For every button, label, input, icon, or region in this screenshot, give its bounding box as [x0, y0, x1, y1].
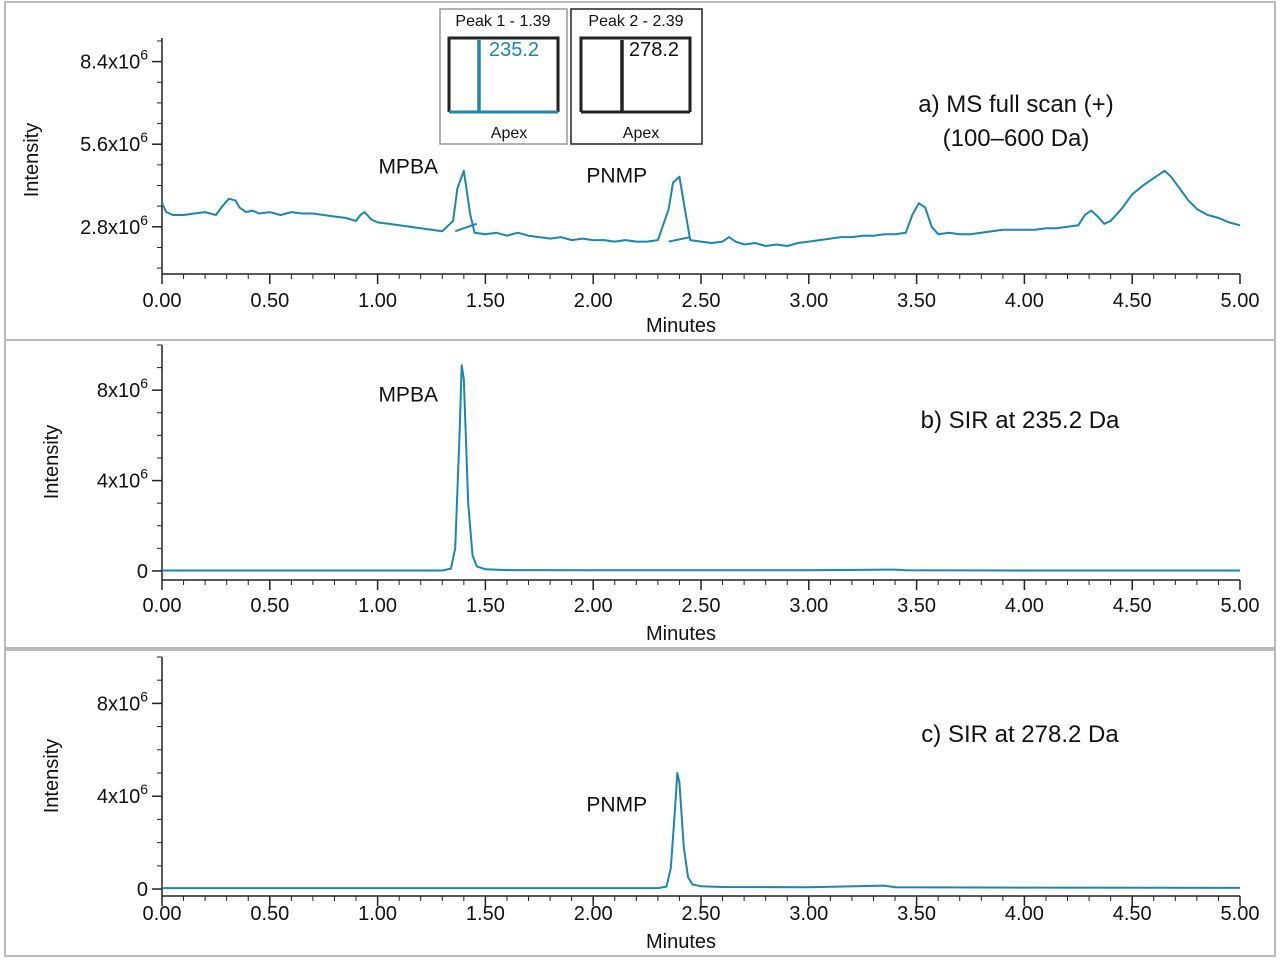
y-tick-mantissa: 8.4x10	[80, 52, 140, 74]
peak-annotation: MPBA	[378, 156, 438, 179]
x-tick-label: 3.50	[897, 595, 936, 617]
y-tick-mantissa: 0	[137, 879, 148, 901]
x-tick-label: 0.50	[250, 903, 289, 925]
panel-subtitle: (100–600 Da)	[943, 125, 1090, 152]
y-tick-label: 2.8x106	[80, 212, 148, 239]
x-tick-label: 4.50	[1113, 903, 1152, 925]
y-tick-mantissa: 8x10	[97, 380, 140, 402]
x-tick-label: 2.50	[682, 290, 721, 312]
y-tick-exponent: 6	[140, 129, 148, 145]
x-tick-label: 1.00	[358, 903, 397, 925]
y-tick-mantissa: 4x10	[97, 471, 140, 493]
x-tick-label: 4.00	[1005, 290, 1044, 312]
inset-peak1: Peak 1 - 1.39 235.2 Apex	[439, 8, 568, 145]
panel-title: c) SIR at 278.2 Da	[921, 721, 1119, 748]
inset-peak2-title: Peak 2 - 2.39	[588, 13, 683, 30]
y-tick-mantissa: 0	[137, 561, 148, 583]
y-tick-exponent: 6	[140, 688, 148, 704]
inset-peak2-box	[579, 36, 692, 112]
y-tick-label: 5.6x106	[80, 129, 148, 156]
y-tick-exponent: 6	[140, 466, 148, 482]
inset-peak1-frame	[439, 8, 568, 145]
peak-annotation: PNMP	[586, 793, 647, 816]
mass-spectrum-inset: Peak 1 - 1.39 235.2 Apex Peak 2 - 2.39 2…	[439, 8, 703, 145]
x-tick-label: 0.00	[143, 903, 182, 925]
panel-title: a) MS full scan (+)	[918, 91, 1113, 118]
x-tick-label: 2.50	[682, 595, 721, 617]
x-tick-label: 1.50	[466, 595, 505, 617]
y-tick-label: 8x106	[97, 375, 148, 402]
y-tick-label: 0	[137, 561, 148, 583]
x-tick-label: 4.00	[1005, 595, 1044, 617]
panel-b-frame	[4, 339, 1276, 649]
x-tick-label: 2.00	[574, 903, 613, 925]
x-tick-label: 1.50	[466, 290, 505, 312]
x-tick-label: 3.50	[897, 290, 936, 312]
inset-peak2-mz: 278.2	[629, 39, 679, 61]
y-tick-label: 8.4x106	[80, 47, 148, 74]
inset-peak2-footer: Apex	[623, 125, 659, 142]
y-tick-mantissa: 4x10	[97, 786, 140, 808]
x-axis-label: Minutes	[646, 315, 716, 337]
peak-annotation: MPBA	[378, 383, 438, 406]
x-tick-label: 0.50	[250, 595, 289, 617]
x-tick-label: 2.50	[682, 903, 721, 925]
y-tick-mantissa: 5.6x10	[80, 134, 140, 156]
x-tick-label: 5.00	[1221, 290, 1260, 312]
inset-peak1-footer: Apex	[491, 125, 527, 142]
panel-b: 0.00 0.50 1.00 1.50 2.00 2.50 3.00 3.50 4.00 4.50…	[4, 339, 1276, 649]
x-tick-label: 4.50	[1113, 595, 1152, 617]
panel-c-frame	[4, 649, 1276, 957]
x-tick-label: 4.50	[1113, 290, 1152, 312]
panel-title: b) SIR at 235.2 Da	[921, 407, 1120, 434]
inset-peak1-box	[447, 36, 560, 112]
y-axis-label: Intensity	[21, 123, 43, 197]
peak-annotation: PNMP	[586, 165, 647, 188]
x-tick-label: 0.50	[250, 290, 289, 312]
x-tick-label: 0.00	[143, 595, 182, 617]
y-tick-label: 8x106	[97, 688, 148, 715]
series-line	[162, 772, 1241, 890]
x-tick-label: 1.00	[358, 595, 397, 617]
y-axis-label: Intensity	[41, 425, 63, 499]
x-tick-label: 3.50	[897, 903, 936, 925]
x-tick-label: 0.00	[143, 290, 182, 312]
inset-peak1-title: Peak 1 - 1.39	[455, 13, 550, 30]
y-axis-label: Intensity	[41, 739, 63, 813]
x-tick-label: 5.00	[1221, 595, 1260, 617]
x-axis-label: Minutes	[646, 623, 716, 645]
y-tick-mantissa: 2.8x10	[80, 217, 140, 239]
x-tick-label: 3.00	[789, 290, 828, 312]
panel-a: 0.00 0.50 1.00 1.50 2.00 2.50 3.00 3.50 4.00 4.50…	[4, 1, 1276, 341]
x-tick-label: 3.00	[789, 903, 828, 925]
panels-layer: 0.00 0.50 1.00 1.50 2.00 2.50 3.00 3.50 4.00 4.50…	[4, 1, 1276, 957]
inset-peak2-frame	[570, 8, 703, 145]
x-tick-label: 1.50	[466, 903, 505, 925]
panel-c: 0.00 0.50 1.00 1.50 2.00 2.50 3.00 3.50 4.00 4.50…	[4, 649, 1276, 957]
y-tick-label: 4x106	[97, 466, 148, 493]
x-tick-label: 2.00	[574, 595, 613, 617]
x-tick-label: 4.00	[1005, 903, 1044, 925]
peak-baseline-mpba	[454, 222, 478, 233]
y-tick-mantissa: 8x10	[97, 693, 140, 715]
x-tick-label: 1.00	[358, 290, 397, 312]
inset-peak2: Peak 2 - 2.39 278.2 Apex	[570, 8, 703, 145]
y-tick-exponent: 6	[140, 375, 148, 391]
x-tick-label: 5.00	[1221, 903, 1260, 925]
x-tick-label: 2.00	[574, 290, 613, 312]
y-tick-label: 0	[137, 879, 148, 901]
series-line	[162, 364, 1240, 572]
y-tick-exponent: 6	[140, 212, 148, 228]
peak-baseline-pnmp	[668, 236, 691, 243]
y-tick-exponent: 6	[140, 781, 148, 797]
x-tick-label: 3.00	[789, 595, 828, 617]
y-tick-exponent: 6	[140, 47, 148, 63]
y-tick-label: 4x106	[97, 781, 148, 808]
x-axis-label: Minutes	[646, 931, 716, 953]
series-line	[161, 169, 1241, 247]
inset-peak1-mz: 235.2	[489, 39, 539, 61]
